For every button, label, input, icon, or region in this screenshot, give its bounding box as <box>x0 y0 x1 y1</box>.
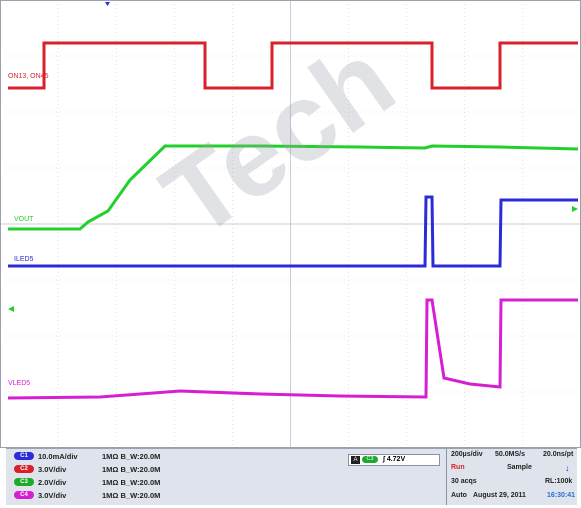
ch2-trace-label: ON13, ON45 <box>8 73 49 80</box>
c2-badge[interactable]: C2 <box>14 465 34 474</box>
trigger-level-marker[interactable] <box>572 206 578 212</box>
channel-row-c1[interactable]: C1 10.0mA/div 1MΩ B_W:20.0M <box>14 450 160 461</box>
c4-badge[interactable]: C4 <box>14 491 34 500</box>
channel-row-c2[interactable]: C2 3.0V/div 1MΩ B_W:20.0M <box>14 463 160 474</box>
c4-impedance: 1MΩ B_W:20.0M <box>102 490 161 500</box>
ch1-trace-label: ILED5 <box>14 256 34 263</box>
ch3-trace-label: VOUT <box>14 216 34 223</box>
channel-row-c3[interactable]: C3 2.0V/div 1MΩ B_W:20.0M <box>14 476 160 487</box>
acq-count: 30 acqs <box>451 478 477 485</box>
arrow-down-icon: ↓ <box>565 463 570 473</box>
ch4-ground-marker[interactable] <box>8 306 14 312</box>
c3-scale: 2.0V/div <box>38 477 67 487</box>
trigger-source-badge: C3 <box>362 456 378 463</box>
graticule-grid <box>0 0 581 448</box>
status-panel: C1 10.0mA/div 1MΩ B_W:20.0M C2 3.0V/div 1MΩ … <box>6 448 577 505</box>
channel-row-c4[interactable]: C4 3.0V/div 1MΩ B_W:20.0M <box>14 489 160 500</box>
c1-scale: 10.0mA/div <box>38 451 78 461</box>
record-length: RL:100k <box>545 478 573 485</box>
acquisition-readout[interactable]: 200µs/div 50.0MS/s 20.0ns/pt Run Sample … <box>446 449 578 505</box>
c2-impedance: 1MΩ B_W:20.0M <box>102 464 161 474</box>
ch4-trace <box>7 298 578 400</box>
timebase: 200µs/div <box>451 451 483 458</box>
c1-impedance: 1MΩ B_W:20.0M <box>102 451 161 461</box>
trigger-letter: A <box>351 456 360 464</box>
trigger-level: ∫ 4.72V <box>382 456 406 463</box>
date: August 29, 2011 <box>473 492 526 499</box>
sample-rate: 50.0MS/s <box>495 451 525 458</box>
acquire-mode: Sample <box>507 464 532 471</box>
c3-badge[interactable]: C3 <box>14 478 34 487</box>
time: 16:30:41 <box>547 492 576 499</box>
run-state: Run <box>451 464 465 471</box>
ch1-trace <box>8 195 578 268</box>
resolution: 20.0ns/pt <box>543 451 574 458</box>
c4-scale: 3.0V/div <box>38 490 67 500</box>
trigger-position-marker[interactable] <box>105 2 110 6</box>
c2-scale: 3.0V/div <box>38 464 67 474</box>
trigger-mode: Auto <box>451 492 467 499</box>
c1-badge[interactable]: C1 <box>14 452 34 461</box>
c3-impedance: 1MΩ B_W:20.0M <box>102 477 161 487</box>
ch4-trace-label: VLED5 <box>8 380 31 387</box>
trigger-readout[interactable]: A C3 ∫ 4.72V <box>348 454 440 466</box>
ch3-trace <box>8 144 579 231</box>
ch2-trace <box>8 41 578 90</box>
